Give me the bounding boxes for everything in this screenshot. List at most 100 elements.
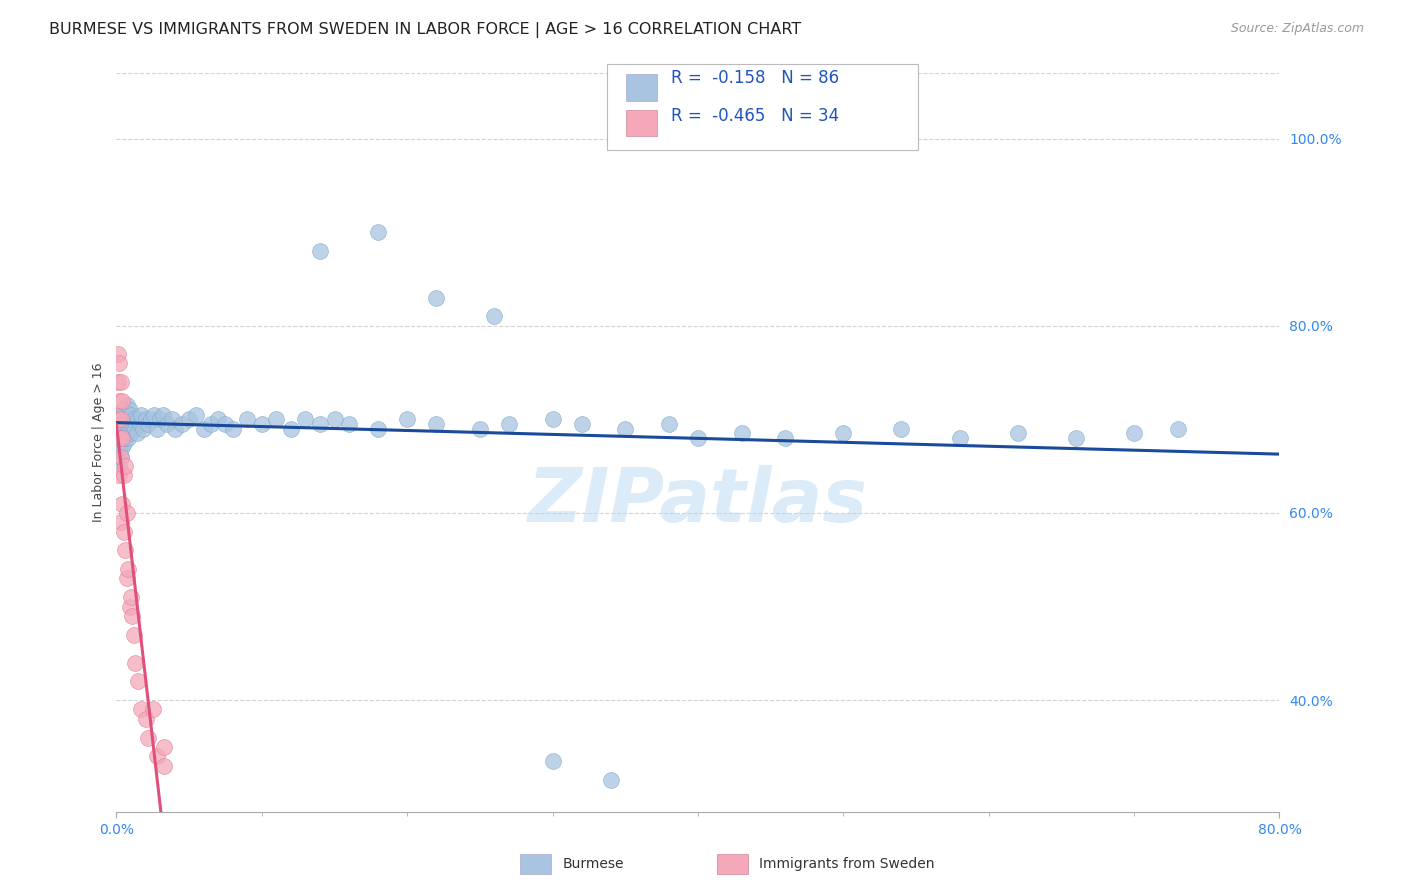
- Point: [110, 412, 132, 426]
- Point: [108, 393, 131, 408]
- Point: [153, 758, 176, 772]
- Point: [170, 417, 193, 431]
- Point: [614, 422, 637, 436]
- Point: [323, 412, 346, 426]
- Point: [294, 412, 316, 426]
- Point: [122, 412, 145, 426]
- Point: [186, 408, 208, 422]
- Point: [111, 431, 134, 445]
- Point: [110, 450, 132, 464]
- Point: [121, 417, 143, 431]
- Point: [107, 412, 129, 426]
- Point: [222, 422, 245, 436]
- Point: [107, 347, 129, 361]
- Point: [107, 450, 129, 464]
- Point: [131, 422, 153, 436]
- Point: [108, 468, 131, 483]
- Point: [250, 417, 273, 431]
- Point: [832, 426, 855, 441]
- Point: [949, 431, 972, 445]
- Point: [143, 408, 166, 422]
- Point: [541, 412, 564, 426]
- Point: [115, 506, 138, 520]
- Point: [367, 225, 389, 239]
- Point: [111, 412, 134, 426]
- Point: [111, 441, 134, 455]
- Point: [193, 422, 215, 436]
- Point: [498, 417, 520, 431]
- Point: [337, 417, 360, 431]
- Point: [115, 417, 138, 431]
- Point: [120, 426, 142, 441]
- Point: [129, 702, 152, 716]
- Point: [120, 408, 142, 422]
- Point: [146, 749, 169, 764]
- Point: [152, 408, 174, 422]
- Point: [124, 656, 146, 670]
- Point: [200, 417, 222, 431]
- Text: BURMESE VS IMMIGRANTS FROM SWEDEN IN LABOR FORCE | AGE > 16 CORRELATION CHART: BURMESE VS IMMIGRANTS FROM SWEDEN IN LAB…: [49, 22, 801, 38]
- Text: ZIPatlas: ZIPatlas: [527, 466, 868, 539]
- Point: [280, 422, 302, 436]
- Point: [112, 468, 135, 483]
- Point: [142, 702, 165, 716]
- Point: [146, 422, 169, 436]
- Point: [108, 356, 131, 370]
- Point: [110, 450, 132, 464]
- Point: [108, 422, 131, 436]
- Point: [115, 398, 138, 412]
- Point: [214, 417, 236, 431]
- Point: [127, 674, 149, 689]
- Point: [773, 431, 796, 445]
- Point: [541, 754, 564, 768]
- Point: [108, 412, 131, 426]
- Point: [110, 408, 132, 422]
- Point: [127, 412, 149, 426]
- Point: [658, 417, 681, 431]
- Point: [138, 417, 160, 431]
- Text: Immigrants from Sweden: Immigrants from Sweden: [759, 857, 935, 871]
- Point: [118, 599, 141, 614]
- Point: [110, 516, 132, 530]
- Point: [160, 412, 183, 426]
- Point: [110, 375, 132, 389]
- Point: [112, 524, 135, 539]
- Point: [124, 422, 146, 436]
- Point: [266, 412, 288, 426]
- Point: [112, 403, 135, 417]
- Text: Source: ZipAtlas.com: Source: ZipAtlas.com: [1230, 22, 1364, 36]
- Point: [571, 417, 593, 431]
- Point: [309, 417, 332, 431]
- Point: [117, 431, 139, 445]
- Point: [108, 459, 131, 474]
- Point: [118, 403, 141, 417]
- Text: Burmese: Burmese: [562, 857, 624, 871]
- Point: [686, 431, 709, 445]
- Point: [153, 739, 176, 754]
- Point: [425, 291, 447, 305]
- Point: [156, 417, 179, 431]
- Point: [129, 408, 152, 422]
- Point: [141, 412, 163, 426]
- Point: [120, 590, 142, 604]
- Point: [117, 412, 139, 426]
- Point: [1123, 426, 1146, 441]
- Point: [179, 412, 201, 426]
- Point: [367, 422, 389, 436]
- Point: [890, 422, 912, 436]
- Point: [236, 412, 259, 426]
- Point: [122, 627, 145, 641]
- Point: [1007, 426, 1029, 441]
- Y-axis label: In Labor Force | Age > 16: In Labor Force | Age > 16: [93, 363, 105, 523]
- Point: [1167, 422, 1189, 436]
- Point: [111, 393, 134, 408]
- Text: R =  -0.465   N = 34: R = -0.465 N = 34: [671, 107, 839, 125]
- Point: [108, 431, 131, 445]
- Point: [115, 426, 138, 441]
- Point: [117, 562, 139, 576]
- Point: [110, 417, 132, 431]
- Point: [118, 422, 141, 436]
- Point: [121, 608, 143, 623]
- Point: [484, 310, 506, 324]
- Point: [396, 412, 419, 426]
